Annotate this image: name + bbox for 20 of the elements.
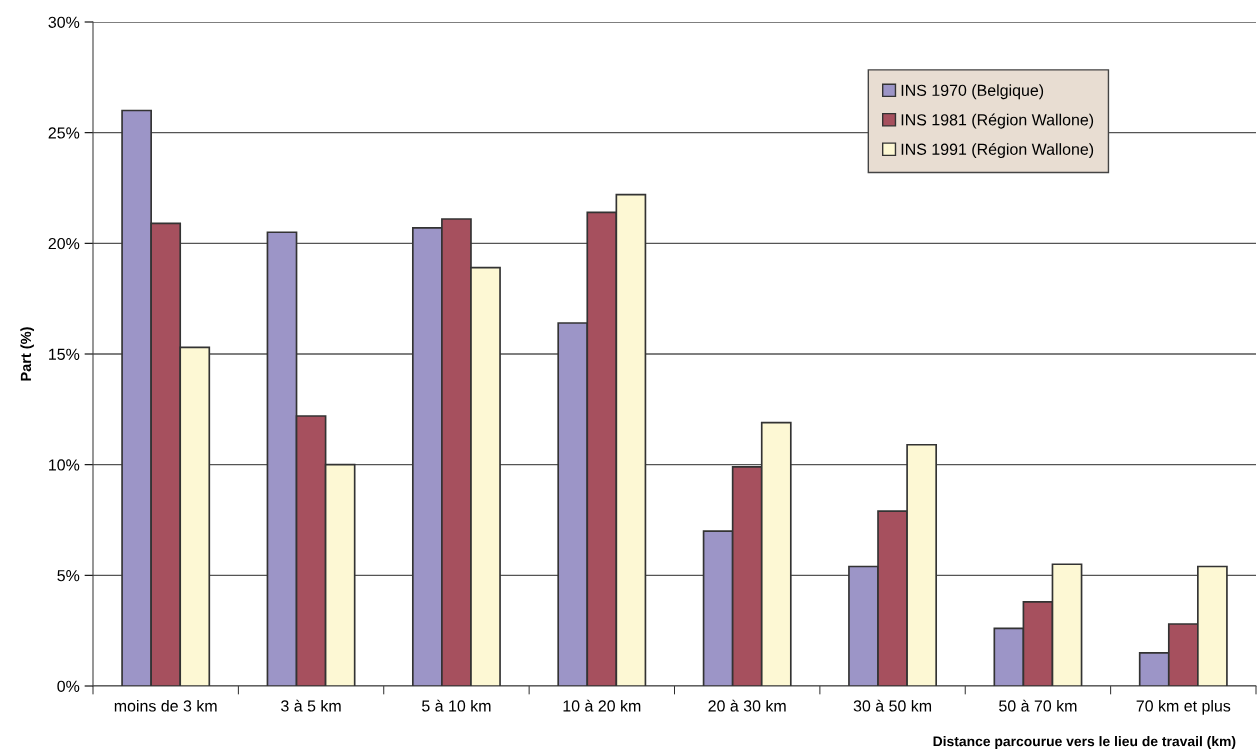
x-axis-title: Distance parcourue vers le lieu de travail (km) [933, 736, 1236, 749]
x-tick-label: 30 à 50 km [853, 699, 932, 712]
x-tick-label: moins de 3 km [114, 699, 217, 712]
x-tick-label: 70 km et plus [1136, 699, 1231, 715]
y-tick-label: 15% [49, 348, 80, 360]
y-tick-label: 30% [48, 16, 80, 28]
legend-label: INS 1991 (Région Wallone) [901, 143, 1094, 159]
y-axis-title: Part (%) [20, 327, 34, 381]
x-tick-label: 10 à 20 km [563, 699, 641, 712]
x-tick-label: 5 à 10 km [422, 699, 491, 712]
y-tick-label: 25% [48, 127, 80, 139]
y-tick-label: 5% [57, 570, 80, 582]
legend-label: INS 1970 (Belgique) [901, 84, 1044, 100]
y-tick-label: 20% [48, 237, 80, 250]
legend-label: INS 1981 (Région Wallone) [901, 113, 1094, 129]
y-tick-label: 10% [49, 459, 80, 471]
y-tick-label: 0% [57, 680, 80, 692]
x-tick-label: 20 à 30 km [708, 699, 786, 712]
x-tick-label: 3 à 5 km [281, 699, 341, 712]
x-tick-label: 50 à 70 km [999, 699, 1077, 712]
